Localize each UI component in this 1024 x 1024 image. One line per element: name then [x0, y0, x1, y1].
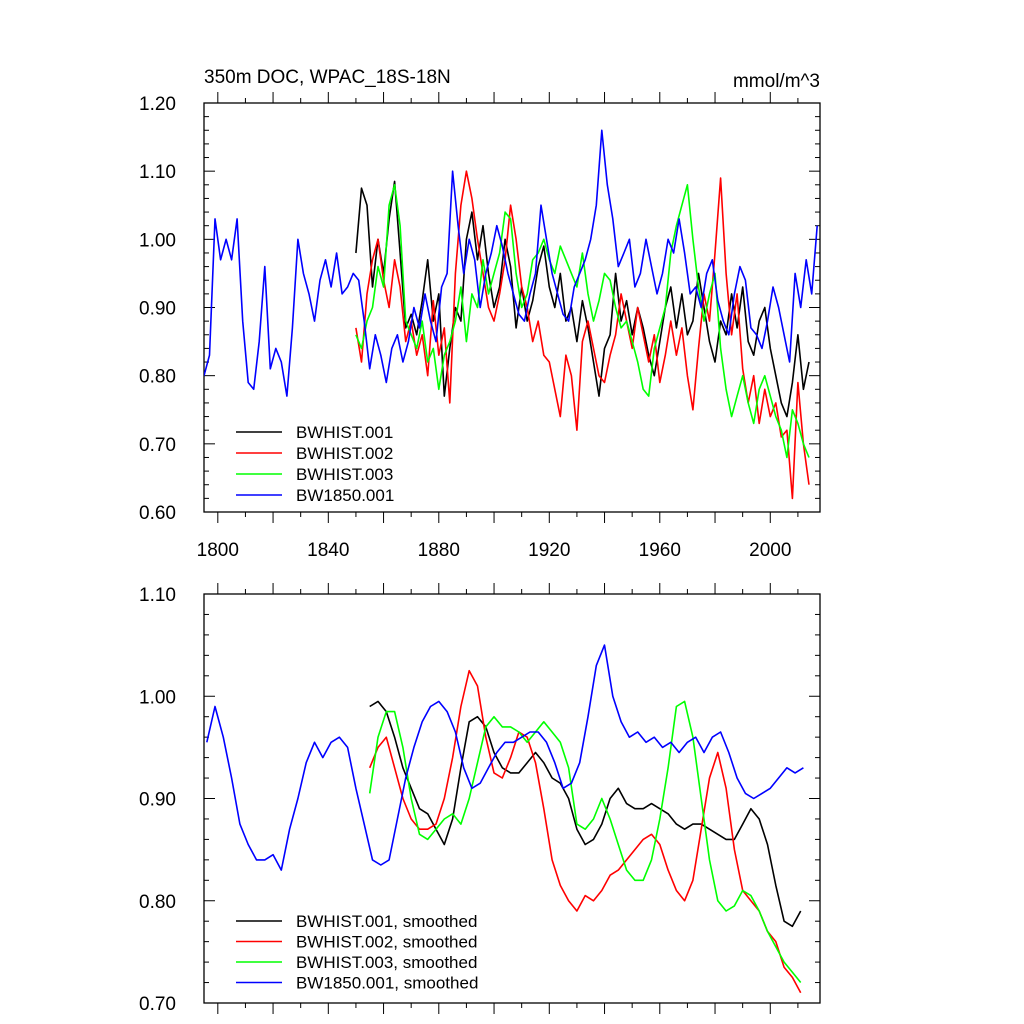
x-tick-label: 1920: [528, 540, 570, 561]
series-line-1: [369, 700, 802, 928]
top-plot: 0.60 0.70 0.80 0.90 1.00 1.10 1.20 1800 1840 1880…: [139, 67, 821, 561]
x-tick-label: 2000: [749, 540, 791, 561]
series-line-4: [206, 644, 804, 871]
y-tick-label: 0.90: [139, 299, 176, 320]
y-tick-label: 0.70: [139, 435, 176, 456]
y-tick-label: 0.60: [139, 503, 176, 524]
legend-label: BWHIST.001, smoothed: [296, 912, 477, 931]
chart-title: 350m DOC, WPAC_18S-18N: [204, 67, 451, 88]
x-tick-label: 1840: [307, 540, 349, 561]
y-tick-label: 0.80: [139, 367, 176, 388]
legend-label: BWHIST.002, smoothed: [296, 933, 477, 952]
legend-label: BW1850.001: [296, 486, 394, 505]
y-tick-label: 0.70: [139, 994, 176, 1015]
y-tick-label: 1.10: [139, 162, 176, 183]
legend-label: BWHIST.001: [296, 423, 393, 442]
y-tick-label: 1.00: [139, 230, 176, 251]
y-tick-label: 1.20: [139, 94, 176, 115]
units-label: mmol/m^3: [733, 71, 820, 92]
legend-label: BW1850.001, smoothed: [296, 974, 478, 993]
legend-label: BWHIST.003, smoothed: [296, 953, 477, 972]
series-line-2: [368, 669, 802, 994]
x-tick-label: 1960: [639, 540, 681, 561]
series-line-3: [368, 700, 802, 984]
x-tick-label: 1800: [197, 540, 239, 561]
legend-label: BWHIST.003: [296, 465, 393, 484]
series-line-3: [355, 184, 810, 459]
y-tick-label: 0.80: [139, 892, 176, 913]
bottom-plot: 0.70 0.80 0.90 1.00 1.10 BWHIST.001, smoothed…: [139, 583, 821, 1015]
series-line-4: [204, 129, 818, 397]
x-tick-label: 1880: [418, 540, 460, 561]
y-tick-label: 1.00: [139, 687, 176, 708]
y-tick-label: 0.90: [139, 790, 176, 811]
y-tick-label: 1.10: [139, 585, 176, 606]
legend-label: BWHIST.002: [296, 444, 393, 463]
